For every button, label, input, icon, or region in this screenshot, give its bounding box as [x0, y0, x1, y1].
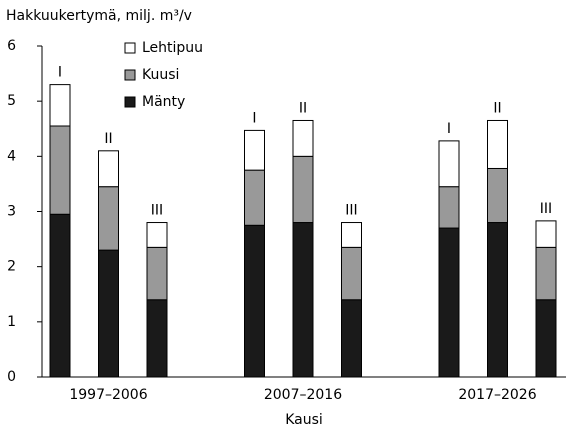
bar-segment	[487, 222, 508, 378]
y-tick-label: 1	[7, 314, 16, 330]
bar-segment	[292, 155, 314, 224]
bar-label: III	[345, 203, 357, 219]
bar-label: I	[58, 65, 62, 81]
bar-segment	[535, 299, 557, 378]
bar-label: III	[540, 201, 552, 217]
bar-segment	[146, 299, 168, 378]
y-tick-label: 5	[7, 93, 16, 109]
legend-label: Kuusi	[142, 67, 179, 83]
bar-segment	[487, 167, 508, 224]
y-tick-label: 6	[7, 38, 16, 54]
bar-segment	[49, 125, 71, 215]
bar-segment	[341, 299, 362, 378]
y-tick-label: 4	[7, 148, 16, 164]
bar-segment	[341, 222, 362, 248]
x-axis-label: Kausi	[285, 412, 323, 428]
bar-label: I	[447, 121, 451, 137]
bar-segment	[535, 220, 557, 248]
legend-swatch	[124, 96, 136, 108]
bar-segment	[98, 150, 119, 188]
bar-segment	[535, 246, 557, 301]
x-tick-label: 1997–2006	[69, 387, 147, 403]
bar-segment	[487, 119, 508, 169]
bar-segment	[146, 246, 168, 301]
bar-segment	[98, 249, 119, 378]
legend-label: Mänty	[142, 94, 185, 110]
x-tick-label: 2017–2026	[458, 387, 536, 403]
bar-label: III	[151, 203, 163, 219]
y-tick-label: 3	[7, 204, 16, 220]
y-tick-label: 2	[7, 259, 16, 275]
x-tick-label: 2007–2016	[264, 387, 342, 403]
bar-segment	[98, 186, 119, 251]
bar-segment	[341, 246, 362, 301]
chart-title: Hakkuukertymä, milj. m³/v	[6, 8, 192, 24]
bar-label: II	[104, 131, 112, 147]
bar-label: II	[493, 100, 501, 116]
bar-segment	[292, 222, 314, 378]
bar-segment	[438, 186, 460, 229]
bar-segment	[244, 169, 265, 226]
bar-label: I	[252, 110, 256, 126]
bar-segment	[146, 222, 168, 248]
legend-label: Lehtipuu	[142, 40, 203, 56]
bar-segment	[438, 227, 460, 378]
bar-segment	[49, 213, 71, 378]
bar-segment	[49, 84, 71, 127]
legend-swatch	[124, 69, 136, 81]
bar-segment	[244, 224, 265, 378]
bar-segment	[292, 119, 314, 157]
bar-segment	[244, 129, 265, 171]
bar-segment	[438, 140, 460, 188]
legend-swatch	[124, 42, 136, 54]
bar-label: II	[299, 100, 307, 116]
y-tick-label: 0	[7, 369, 16, 385]
